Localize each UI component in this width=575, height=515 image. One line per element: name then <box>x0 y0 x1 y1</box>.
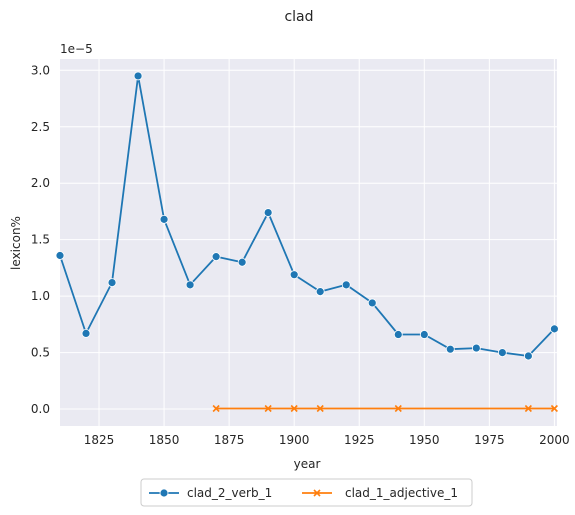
data-point <box>394 404 402 413</box>
x-ticks: 1825 1850 1875 1900 1925 1950 1975 2000 <box>84 433 570 447</box>
x-tick-label: 1825 <box>84 433 115 447</box>
data-point <box>471 343 481 353</box>
legend-marker-verb <box>159 488 169 498</box>
y-tick-label: 0.0 <box>31 402 50 416</box>
legend-label-verb: clad_2_verb_1 <box>187 486 272 500</box>
data-point <box>264 404 272 413</box>
data-point <box>159 214 169 224</box>
chart-title: clad <box>284 9 313 25</box>
data-point <box>445 344 455 354</box>
data-point <box>237 257 247 267</box>
data-point <box>315 287 325 297</box>
data-point <box>211 252 221 262</box>
data-point <box>393 330 403 339</box>
x-tick-label: 1875 <box>214 433 245 447</box>
data-point <box>550 404 558 413</box>
data-point <box>341 280 351 290</box>
x-tick-label: 1900 <box>279 433 310 447</box>
y-tick-label: 1.5 <box>31 233 50 247</box>
data-point <box>549 324 559 334</box>
y-ticks: 0.0 0.5 1.0 1.5 2.0 2.5 3.0 <box>31 63 50 416</box>
data-point <box>289 270 299 280</box>
series-clad_1_adjective_1 <box>212 404 558 413</box>
x-tick-label: 1850 <box>149 433 180 447</box>
series-layer <box>55 71 559 413</box>
y-tick-label: 2.5 <box>31 120 50 134</box>
x-tick-label: 1925 <box>344 433 375 447</box>
y-tick-label: 0.5 <box>31 346 50 360</box>
y-tick-label: 3.0 <box>31 63 50 77</box>
legend-label-adjective: clad_1_adjective_1 <box>345 486 458 500</box>
data-point <box>81 329 91 338</box>
x-tick-label: 2000 <box>539 433 570 447</box>
data-point <box>497 348 507 358</box>
x-axis-label: year <box>294 457 321 471</box>
y-axis-label: lexicon% <box>9 216 23 270</box>
x-tick-label: 1975 <box>474 433 505 447</box>
y-tick-label: 1.0 <box>31 289 50 303</box>
y-tick-label: 2.0 <box>31 176 50 190</box>
grid <box>60 59 557 426</box>
data-point <box>263 208 273 217</box>
data-point <box>133 71 143 81</box>
series-clad_2_verb_1 <box>55 71 559 361</box>
data-point <box>419 330 429 339</box>
data-point <box>107 278 117 287</box>
y-offset-label: 1e−5 <box>60 42 93 56</box>
data-point <box>523 351 533 361</box>
data-point <box>367 298 377 308</box>
data-point <box>316 404 324 413</box>
plot-area <box>60 59 557 426</box>
legend-marker-adjective <box>313 489 321 497</box>
data-point <box>212 404 220 413</box>
data-point <box>524 404 532 413</box>
data-point <box>55 251 65 260</box>
legend: clad_2_verb_1 clad_1_adjective_1 <box>140 478 473 507</box>
data-point <box>290 404 298 413</box>
data-point <box>185 280 195 290</box>
x-tick-label: 1950 <box>409 433 440 447</box>
